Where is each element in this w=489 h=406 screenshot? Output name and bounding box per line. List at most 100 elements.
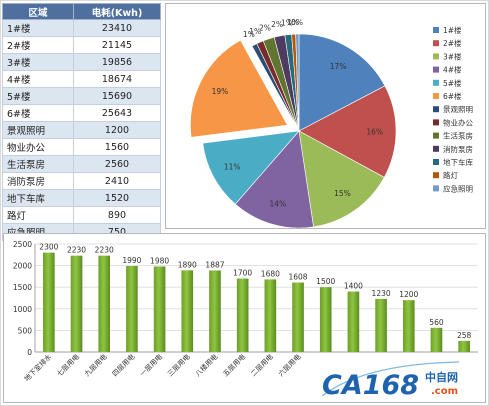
pie-slice <box>202 130 300 205</box>
y-tick-label: 1000 <box>13 305 32 314</box>
pie-slice <box>298 33 386 132</box>
pie-slice <box>295 33 300 132</box>
x-tick-label: 八楼用电 <box>193 352 219 378</box>
x-tick-label: 七层用电 <box>55 352 81 378</box>
table-cell-value: 15690 <box>73 87 161 105</box>
pie-slice <box>234 130 314 229</box>
energy-data-table: 区域 电耗(Kwh) 1#楼 23410 2#楼 21145 3#楼 19856 4#楼 186… <box>2 3 161 241</box>
pie-slice <box>190 39 288 138</box>
legend-label: 路灯 <box>443 170 458 180</box>
table-cell-area: 景观照明 <box>2 121 74 139</box>
table-cell-area: 消防泵房 <box>2 172 74 190</box>
bar-value-label: 1200 <box>399 290 418 299</box>
table-row: 消防泵房 2410 <box>2 172 161 190</box>
bar-value-label: 1500 <box>316 277 335 286</box>
bar-value-label: 1608 <box>288 273 307 282</box>
legend-swatch <box>433 79 439 86</box>
y-tick-label: 0 <box>27 348 32 357</box>
pie-data-label: 15% <box>334 189 351 198</box>
table-row: 5#楼 15690 <box>2 87 161 105</box>
bar-value-label: 1680 <box>261 269 280 278</box>
legend-swatch <box>433 27 439 33</box>
pie-data-label: 19% <box>212 87 229 96</box>
table-cell-value: 18674 <box>73 70 161 88</box>
table-cell-value: 890 <box>73 206 161 224</box>
bar-value-label: 2230 <box>67 246 86 255</box>
bar <box>209 270 221 352</box>
table-row: 6#楼 25643 <box>2 104 161 122</box>
table-row: 2#楼 21145 <box>2 36 161 54</box>
table-cell-area: 3#楼 <box>2 53 74 71</box>
legend-label: 4#楼 <box>443 65 462 75</box>
logo-swoosh <box>321 361 460 397</box>
bar-value-label: 560 <box>429 318 444 327</box>
pie-data-label: 1% <box>287 18 299 27</box>
pie-data-label: 0% <box>291 18 303 27</box>
legend-swatch <box>433 40 439 47</box>
legend-label: 6#楼 <box>443 91 462 101</box>
table-cell-value: 2410 <box>73 172 161 190</box>
pie-slice <box>298 85 397 178</box>
table-cell-area: 生活泵房 <box>2 155 74 173</box>
table-cell-value: 19856 <box>73 53 161 71</box>
bar <box>430 327 443 352</box>
x-tick-label: 九层用电 <box>82 352 108 378</box>
table-cell-value: 25643 <box>73 104 161 122</box>
bar-value-label: 258 <box>457 331 472 340</box>
bar <box>153 266 166 352</box>
table-cell-value: 21145 <box>73 36 161 54</box>
bar-value-label: 1887 <box>205 260 224 269</box>
table-row: 物业办公 1560 <box>2 138 161 156</box>
pie-data-label: 11% <box>224 163 241 172</box>
pie-data-label: 1% <box>249 27 261 36</box>
legend-swatch <box>433 53 439 60</box>
pie-data-label: 2% <box>259 23 271 32</box>
pie-data-label: 1% <box>243 30 255 39</box>
legend-label: 地下车库 <box>443 157 473 167</box>
table-row: 3#楼 19856 <box>2 53 161 71</box>
legend-swatch <box>433 106 439 113</box>
legend-swatch <box>433 185 439 192</box>
bar <box>181 270 194 352</box>
table-row: 4#楼 18674 <box>2 70 161 88</box>
table-cell-area: 物业办公 <box>2 138 74 156</box>
table-cell-value: 23410 <box>73 19 161 37</box>
y-tick-label: 1500 <box>13 283 32 292</box>
table-cell-value: 1200 <box>73 121 161 139</box>
pie-slice <box>298 130 385 228</box>
bar-value-label: 2230 <box>95 246 114 255</box>
legend-label: 2#楼 <box>443 38 462 48</box>
logo-domain-text: .com <box>431 386 458 397</box>
pie-data-label: 2% <box>271 20 283 29</box>
pie-chart: 17%16%15%14%11%19%1%1%2% 2%1%1%0%1#楼2#楼3#… <box>190 18 473 229</box>
legend-label: 物业办公 <box>443 117 473 127</box>
bar <box>43 252 55 352</box>
bar <box>319 287 332 352</box>
bar <box>375 298 387 352</box>
pie-data-label: 14% <box>270 200 287 209</box>
legend-swatch <box>433 159 439 165</box>
bar <box>236 278 249 352</box>
pie-data-label: 16% <box>366 128 383 137</box>
table-header-cell: 电耗(Kwh) <box>73 3 161 20</box>
bar-value-label: 1990 <box>122 256 141 265</box>
pie-data-label: 17% <box>330 62 347 71</box>
bar-value-label: 1700 <box>233 269 252 278</box>
table-row: 路灯 890 <box>2 206 161 224</box>
bar-value-label: 1980 <box>150 256 169 265</box>
pie-chart-panel: 17% 16% 15% 14% 11% 19% 1% 1% 2% 2% 1% 1% 0% 1#楼 2#楼 3#… <box>165 3 486 229</box>
ca168-logo: CA168 中自网 .com <box>321 361 460 401</box>
pie-data-label: 1% <box>281 19 293 28</box>
table-header-cell: 区域 <box>2 3 74 20</box>
table-cell-area: 6#楼 <box>2 104 74 122</box>
table-row: 生活泵房 2560 <box>2 155 161 173</box>
x-tick-label: 三层用电 <box>166 352 192 378</box>
table-cell-area: 5#楼 <box>2 87 74 105</box>
y-tick-label: 2000 <box>13 262 32 271</box>
bar <box>347 291 360 352</box>
legend-label: 应急照明 <box>443 183 473 193</box>
x-tick-label: 一层用电 <box>138 352 164 378</box>
legend-swatch <box>433 66 439 73</box>
table-row: 1#楼 23410 <box>2 19 161 37</box>
